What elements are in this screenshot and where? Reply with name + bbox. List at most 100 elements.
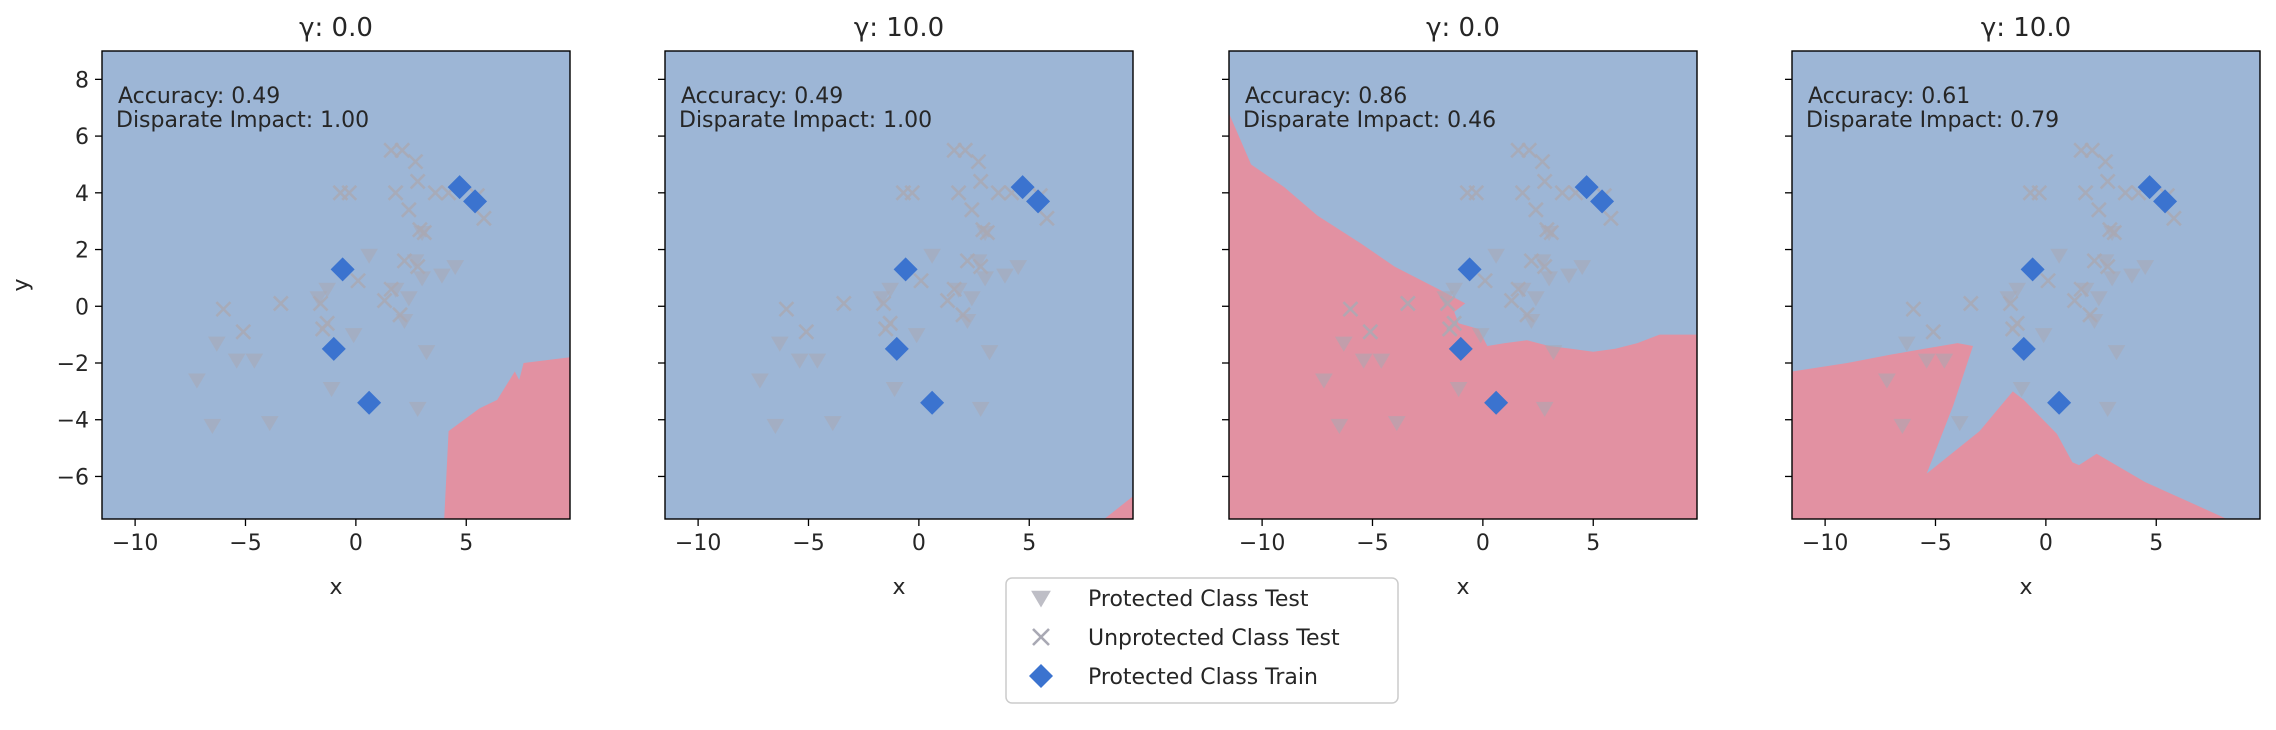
marker-unprotected-test — [1534, 153, 1551, 170]
marker-protected-train — [330, 257, 355, 282]
marker-protected-test — [1487, 248, 1505, 264]
plot-area — [665, 51, 1133, 519]
marker-protected-test — [406, 254, 425, 270]
y-tick-label: 8 — [75, 68, 89, 93]
marker-protected-test — [1449, 382, 1468, 398]
marker-protected-test — [1950, 416, 1969, 432]
marker-unprotected-test — [1503, 292, 1520, 309]
disparate-impact-annotation: Disparate Impact: 0.46 — [1243, 108, 1496, 133]
accuracy-annotation: Accuracy: 0.86 — [1245, 84, 1407, 109]
plot-area — [1792, 51, 2260, 519]
marker-protected-test — [751, 373, 769, 389]
marker-protected-train — [1574, 175, 1599, 200]
marker-unprotected-test — [1399, 295, 1416, 312]
marker-protected-train — [1590, 189, 1615, 214]
marker-protected-test — [923, 248, 941, 264]
decision-region-unprotected — [665, 51, 1133, 519]
marker-protected-train — [1457, 257, 1482, 282]
marker-unprotected-test — [1514, 184, 1531, 201]
marker-protected-test — [1513, 282, 1532, 298]
marker-protected-test — [2034, 328, 2053, 344]
marker-protected-test — [872, 291, 891, 307]
legend-label: Protected Class Train — [1088, 665, 1318, 690]
marker-protected-test — [2098, 401, 2117, 417]
marker-protected-test — [1436, 291, 1455, 307]
marker-protected-test — [399, 291, 418, 307]
marker-protected-test — [203, 418, 222, 434]
marker-protected-test — [207, 336, 226, 352]
disparate-impact-annotation: Disparate Impact: 1.00 — [116, 108, 369, 133]
marker-protected-test — [1560, 268, 1578, 284]
marker-protected-test — [1009, 260, 1028, 276]
marker-protected-test — [1533, 254, 1552, 270]
marker-unprotected-test — [2066, 292, 2083, 309]
legend-label: Protected Class Test — [1088, 587, 1309, 612]
marker-protected-test — [2107, 345, 2126, 361]
marker-protected-test — [188, 373, 206, 389]
marker-protected-train — [463, 189, 488, 214]
marker-protected-train — [1010, 175, 1035, 200]
marker-unprotected-test — [376, 292, 393, 309]
marker-protected-test — [2050, 248, 2068, 264]
marker-protected-test — [413, 271, 431, 287]
axes-frame — [1228, 50, 1698, 520]
x-tick-label: 0 — [349, 531, 363, 556]
marker-protected-train — [920, 390, 945, 415]
marker-unprotected-test — [798, 323, 815, 340]
marker-unprotected-test — [2090, 201, 2107, 218]
marker-protected-test — [766, 418, 785, 434]
x-tick-label: 5 — [1586, 531, 1600, 556]
marker-protected-test — [395, 313, 414, 330]
marker-protected-test — [885, 382, 904, 398]
x-tick-label: −10 — [675, 531, 721, 556]
decision-region-protected — [1229, 113, 1697, 519]
marker-protected-test — [344, 328, 363, 344]
x-tick-label: 5 — [459, 531, 473, 556]
marker-unprotected-test — [1527, 201, 1544, 218]
marker-protected-test — [309, 291, 328, 307]
x-tick-label: −5 — [1356, 531, 1388, 556]
y-tick-label: −4 — [57, 409, 89, 434]
marker-unprotected-test — [990, 184, 1007, 201]
marker-unprotected-test — [2077, 184, 2094, 201]
x-axis-label: x — [892, 575, 905, 600]
legend-label: Unprotected Class Test — [1088, 626, 1340, 651]
legend-box — [1005, 577, 1399, 704]
decision-region-protected — [444, 357, 570, 519]
marker-protected-train — [447, 175, 472, 200]
marker-unprotected-test — [939, 292, 956, 309]
y-tick-label: 2 — [75, 239, 89, 264]
x-tick-label: 5 — [2149, 531, 2163, 556]
marker-unprotected-test — [272, 295, 289, 312]
marker-unprotected-test — [1905, 301, 1922, 318]
marker-unprotected-test — [350, 272, 366, 289]
panel-title: γ: 0.0 — [299, 13, 373, 43]
marker-protected-test — [976, 226, 994, 242]
marker-protected-test — [881, 282, 900, 298]
marker-protected-train — [893, 257, 918, 282]
marker-unprotected-test — [2099, 173, 2116, 190]
marker-unprotected-test — [1536, 173, 1553, 190]
marker-unprotected-test — [1441, 321, 1458, 337]
marker-protected-test — [1387, 416, 1406, 432]
marker-unprotected-test — [2165, 210, 2182, 227]
y-tick-label: 0 — [75, 295, 89, 320]
x-tick-label: 0 — [912, 531, 926, 556]
panel-title: γ: 10.0 — [1981, 13, 2071, 43]
marker-unprotected-test — [394, 142, 411, 159]
marker-protected-test — [433, 268, 451, 284]
legend-marker-diamond-icon — [1029, 664, 1053, 688]
marker-protected-test — [227, 353, 246, 369]
marker-unprotected-test — [1962, 295, 1979, 312]
marker-protected-test — [446, 260, 465, 276]
marker-unprotected-test — [1554, 184, 1571, 201]
marker-protected-test — [318, 282, 337, 298]
marker-protected-test — [2103, 226, 2121, 242]
marker-unprotected-test — [2040, 272, 2056, 289]
marker-protected-test — [976, 271, 994, 287]
marker-unprotected-test — [341, 184, 358, 201]
marker-unprotected-test — [1925, 323, 1942, 340]
